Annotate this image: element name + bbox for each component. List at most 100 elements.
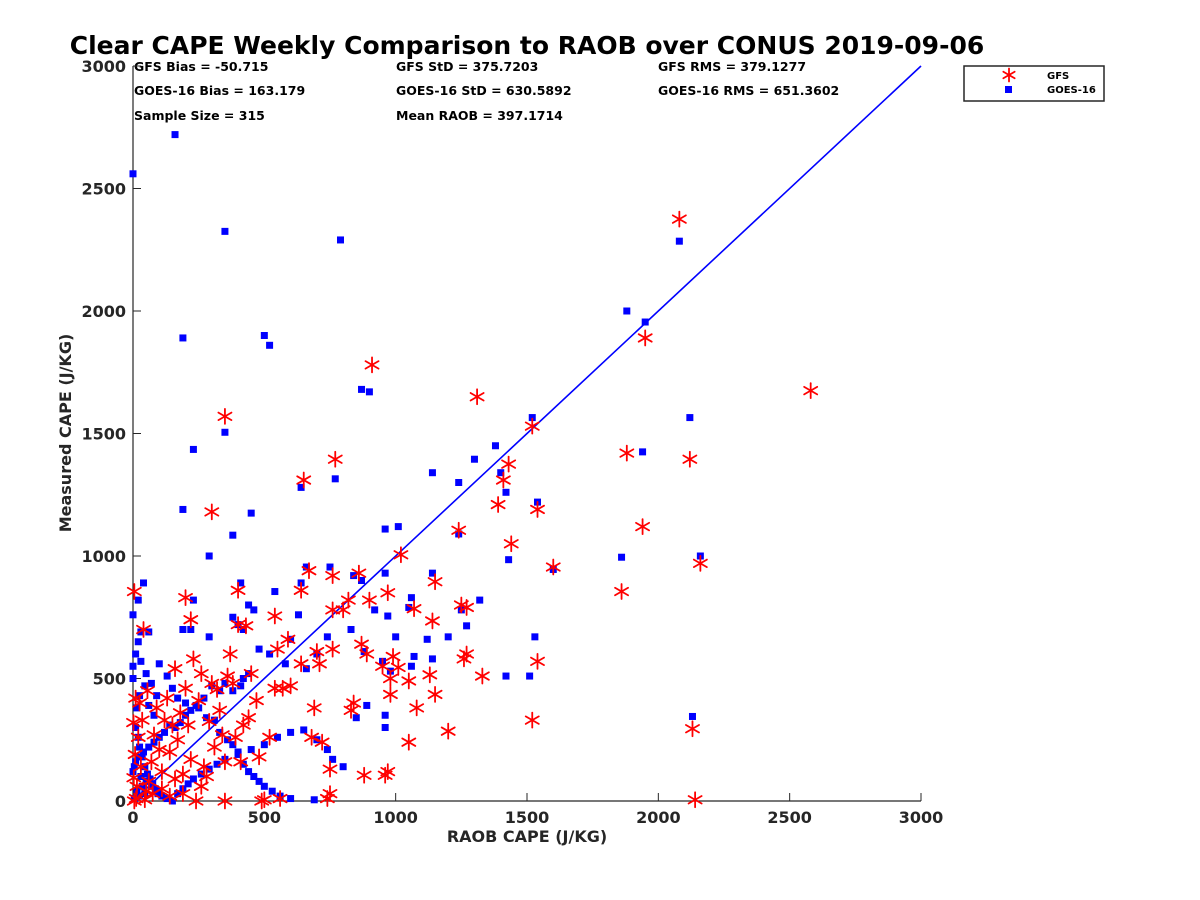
goes-16-point (145, 743, 153, 751)
gfs-point (126, 714, 141, 731)
gfs-point (193, 777, 209, 795)
goes-16-point (323, 746, 331, 754)
stat-mean-raob: Mean RAOB = 397.1714 (396, 108, 563, 123)
goes-16-point (146, 775, 154, 783)
goes-16-point (189, 596, 197, 604)
gfs-point (501, 455, 517, 473)
gfs-point (401, 672, 417, 690)
goes-16-point (463, 622, 471, 630)
gfs-point (280, 630, 296, 648)
goes-16-point (302, 563, 310, 571)
goes-16-point (410, 652, 418, 660)
goes-16-point (163, 672, 171, 680)
stat-goes-std: GOES-16 StD = 630.5892 (396, 83, 572, 98)
y-tick-label: 3000 (81, 57, 126, 76)
gfs-point (427, 573, 443, 591)
gfs-point (188, 792, 204, 810)
gfs-point (137, 791, 153, 809)
x-tick-label: 1000 (373, 808, 418, 827)
gfs-point (503, 535, 519, 553)
goes-16-point (531, 633, 539, 641)
x-tick-label: 500 (248, 808, 281, 827)
gfs-point (201, 712, 217, 730)
gfs-point (167, 770, 183, 788)
goes-16-point (239, 626, 247, 633)
gfs-point (409, 699, 425, 717)
gfs-point (196, 758, 212, 776)
goes-16-point (455, 479, 463, 486)
goes-16-point (675, 237, 683, 245)
gfs-point (359, 645, 375, 663)
gfs-point (272, 790, 288, 807)
goes-16-point (528, 414, 536, 422)
gfs-point (217, 792, 233, 810)
gfs-point (230, 581, 246, 599)
goes-16-point (221, 428, 229, 436)
goes-16-point (260, 741, 268, 749)
gfs-point (469, 388, 485, 406)
stat-gfs-std: GFS StD = 375.7203 (396, 59, 538, 74)
gfs-point (351, 564, 367, 582)
goes-16-point (166, 721, 174, 729)
gfs-point (382, 670, 398, 687)
gfs-point (162, 787, 178, 805)
gfs-point (380, 763, 396, 780)
goes-16-point (189, 445, 197, 453)
goes-16-point (381, 724, 389, 731)
goes-16-point (405, 603, 413, 611)
goes-16-point (250, 606, 258, 614)
gfs-point (193, 665, 209, 682)
goes-16-point (297, 483, 305, 491)
statistics-block: GFS Bias = -50.715 GFS StD = 375.7203 GF… (134, 59, 839, 123)
x-tick-label: 0 (127, 808, 138, 827)
x-axis-label: RAOB CAPE (J/KG) (447, 827, 607, 846)
gfs-point (427, 686, 443, 703)
goes-16-point (179, 334, 187, 342)
goes-16-point (151, 785, 159, 793)
goes-16-point (129, 170, 137, 178)
gfs-point (204, 503, 220, 521)
goes-16-point (428, 655, 436, 663)
goes-16-point (187, 706, 195, 714)
goes-16-point (145, 701, 153, 709)
goes-16-point (365, 388, 373, 396)
goes-16-point (189, 775, 197, 783)
legend-gfs-label: GFS (1047, 71, 1069, 82)
goes-16-point (136, 743, 144, 751)
y-tick-label: 2500 (81, 180, 126, 199)
gfs-point (172, 704, 188, 722)
goes-16-point (179, 505, 187, 513)
goes-16-point (337, 236, 345, 244)
goes-16-point (428, 569, 436, 577)
y-tick-label: 500 (93, 670, 126, 689)
goes-16-point (213, 760, 221, 768)
goes-16-point (184, 780, 192, 788)
goes-16-point (352, 714, 360, 722)
goes-16-point (129, 675, 137, 682)
gfs-point (249, 692, 264, 709)
goes-16-point (618, 553, 626, 561)
gfs-point (637, 329, 653, 347)
goes-16-point (203, 714, 211, 722)
y-tick-label: 2000 (81, 302, 126, 321)
goes-16-point (129, 611, 137, 619)
gfs-point (406, 600, 422, 618)
goes-16-point (143, 770, 151, 778)
gfs-point (354, 635, 369, 653)
goes-16-point (138, 753, 146, 761)
goes-16-point (133, 704, 141, 712)
gfs-point (140, 682, 155, 700)
goes-16-point (245, 601, 253, 609)
goes-16-point (224, 736, 232, 744)
gfs-point (217, 753, 233, 771)
series-gfs (126, 210, 819, 810)
gfs-point (251, 748, 267, 766)
legend-goes-16-marker (1005, 86, 1012, 93)
legend-box (963, 65, 1105, 102)
gfs-point (212, 701, 228, 719)
gfs-point (154, 780, 170, 798)
gfs-point (451, 521, 467, 539)
gfs-point (293, 581, 309, 599)
gfs-point (141, 773, 157, 790)
